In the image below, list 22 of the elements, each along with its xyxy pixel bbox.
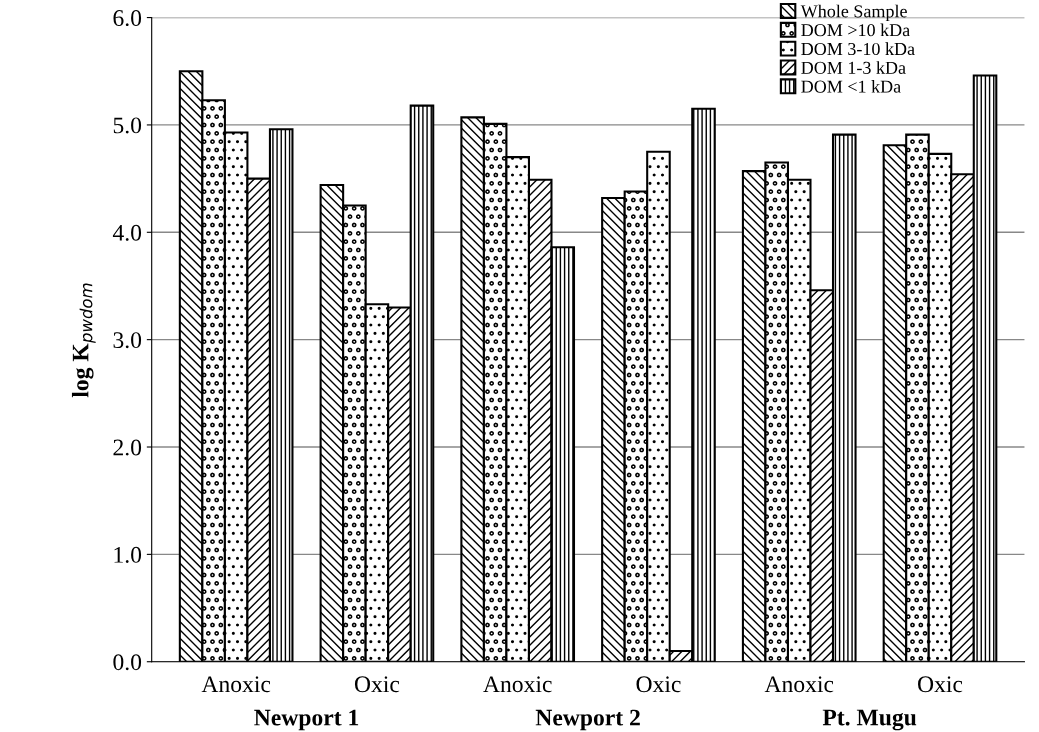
x-tick-label: Oxic [354,676,400,693]
y-tick-label: 6.0 [113,10,142,27]
x-tick-label: Anoxic [201,676,271,693]
text: Pt. Mugu [822,709,917,731]
legend-label: DOM >10 kDa [801,23,910,37]
y-tick-label: 3.0 [113,332,142,349]
y-tick-label: 1.0 [114,546,142,563]
legend-label: Whole Sample [800,4,907,22]
x-tick-label: Oxic [918,676,963,693]
y-axis-title: log K$_{pwdom}$ [71,283,96,398]
legend-label: DOM 1-3 kDa [801,61,906,74]
legend-label: DOM 3-10 kDa [801,42,915,56]
text: Newport 1 [254,709,359,731]
y-tick-label: 5.0 [113,117,142,134]
x-tick-label: Anoxic [764,676,834,693]
y-tick-label: 4.0 [112,224,142,241]
legend-label: DOM <1 kDa [801,80,901,93]
y-tick-label: 2.0 [113,439,142,456]
x-tick-label: Anoxic [483,676,552,693]
y-tick-label: 0.0 [113,654,142,671]
text: Newport 2 [535,709,640,731]
x-tick-label: Oxic [636,676,681,693]
